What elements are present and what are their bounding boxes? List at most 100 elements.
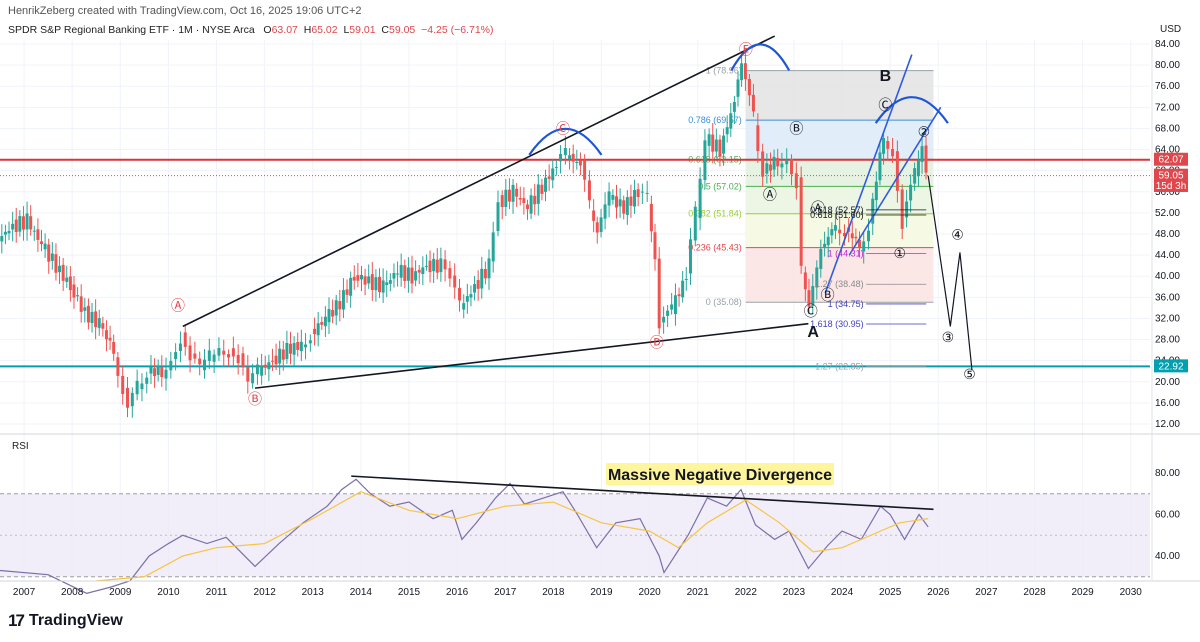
candle-body — [313, 328, 317, 335]
candle-body — [320, 321, 324, 325]
candle-body — [356, 275, 360, 281]
candle-body — [349, 277, 353, 296]
candle-body — [421, 267, 425, 274]
candle-body — [236, 354, 240, 364]
wave-label: ④ — [951, 226, 964, 242]
tradingview-logo[interactable]: 17 TradingView — [8, 611, 123, 631]
candle-body — [645, 192, 649, 194]
time-axis-tick: 2020 — [638, 587, 661, 598]
high-value: 65.02 — [311, 24, 338, 36]
time-axis-tick: 2029 — [1072, 587, 1095, 598]
price-axis-tick: 84.00 — [1155, 39, 1180, 50]
candle-body — [649, 203, 653, 232]
time-axis-tick: 2025 — [879, 587, 902, 598]
candle-body — [32, 230, 36, 232]
candle-body — [304, 344, 308, 348]
candle-body — [803, 272, 807, 290]
wave-label: Ⓓ — [650, 334, 664, 350]
candle-body — [212, 354, 216, 362]
wave-label: Ⓒ — [556, 121, 570, 137]
change-value: −4.25 (−6.71%) — [421, 24, 494, 36]
price-axis-tick: 76.00 — [1155, 81, 1180, 92]
currency-label[interactable]: USD — [1160, 24, 1182, 35]
candle-body — [559, 154, 563, 162]
candle-body — [544, 177, 548, 192]
candle-body — [462, 303, 466, 310]
time-axis-tick: 2008 — [61, 587, 84, 598]
candle-body — [231, 348, 235, 357]
candle-body — [666, 310, 670, 316]
candle-body — [367, 276, 371, 284]
fib-level-label: 0 (35.08) — [706, 297, 742, 307]
price-axis-tick: 28.00 — [1155, 335, 1180, 346]
candle-body — [417, 269, 421, 273]
candle-body — [765, 163, 769, 174]
candle-body — [448, 268, 452, 279]
candle-body — [439, 258, 443, 273]
time-axis-tick: 2007 — [13, 587, 36, 598]
candle-body — [780, 163, 784, 168]
candle-body — [599, 217, 603, 232]
candle-body — [465, 296, 469, 302]
candle-body — [563, 148, 567, 155]
candle-body — [714, 139, 718, 152]
price-tag-label: 22.92 — [1158, 361, 1183, 372]
candle-body — [491, 232, 495, 262]
wave-label: ③ — [942, 329, 955, 345]
candle-body — [112, 341, 116, 354]
extension-label: 1 (44.31) — [828, 248, 864, 258]
candle-body — [101, 323, 105, 329]
extension-label: 1.618 (30.95) — [810, 319, 864, 329]
candle-body — [403, 265, 407, 281]
time-axis-tick: 2017 — [494, 587, 517, 598]
wave-label: Ⓐ — [811, 200, 825, 216]
candle-body — [633, 190, 637, 207]
candle-body — [473, 284, 477, 293]
wave-label: ② — [918, 123, 931, 139]
candle-body — [636, 189, 640, 197]
candle-body — [540, 184, 544, 194]
candle-body — [36, 229, 40, 240]
time-axis-tick: 2014 — [350, 587, 373, 598]
candle-body — [370, 274, 374, 290]
candle-body — [838, 229, 842, 234]
candle-body — [533, 195, 537, 205]
candle-body — [72, 284, 76, 298]
candle-body — [874, 181, 878, 201]
candle-body — [338, 301, 342, 310]
candle-body — [575, 161, 579, 164]
candle-body — [725, 127, 729, 135]
candle-body — [670, 304, 674, 310]
candle-body — [406, 267, 410, 281]
symbol-name: SPDR S&P Regional Banking ETF · 1M · NYS… — [8, 24, 255, 36]
candle-body — [518, 198, 522, 200]
candle-body — [374, 277, 378, 291]
candle-body — [145, 377, 149, 384]
candle-body — [900, 189, 904, 229]
time-axis-tick: 2016 — [446, 587, 469, 598]
candle-body — [476, 280, 480, 289]
candle-body — [193, 353, 197, 359]
low-value: 59.01 — [349, 24, 376, 36]
candle-body — [25, 213, 29, 230]
candle-body — [149, 366, 153, 374]
candle-body — [14, 219, 18, 233]
candle-body — [281, 349, 285, 360]
price-axis-tick: 64.00 — [1155, 145, 1180, 156]
price-tag-label: 59.05 — [1158, 171, 1183, 182]
candle-body — [58, 265, 62, 273]
candle-body — [483, 269, 487, 279]
candle-body — [178, 343, 182, 352]
candle-body — [29, 216, 33, 230]
wave-label: Ⓒ — [804, 303, 818, 319]
candle-body — [640, 191, 644, 193]
price-axis-tick: 68.00 — [1155, 123, 1180, 134]
candle-body — [385, 282, 389, 286]
candle-body — [116, 357, 120, 376]
candle-body — [830, 229, 834, 236]
candle-body — [761, 151, 765, 177]
candle-body — [895, 151, 899, 191]
candle-body — [68, 276, 72, 291]
candle-body — [188, 345, 192, 361]
